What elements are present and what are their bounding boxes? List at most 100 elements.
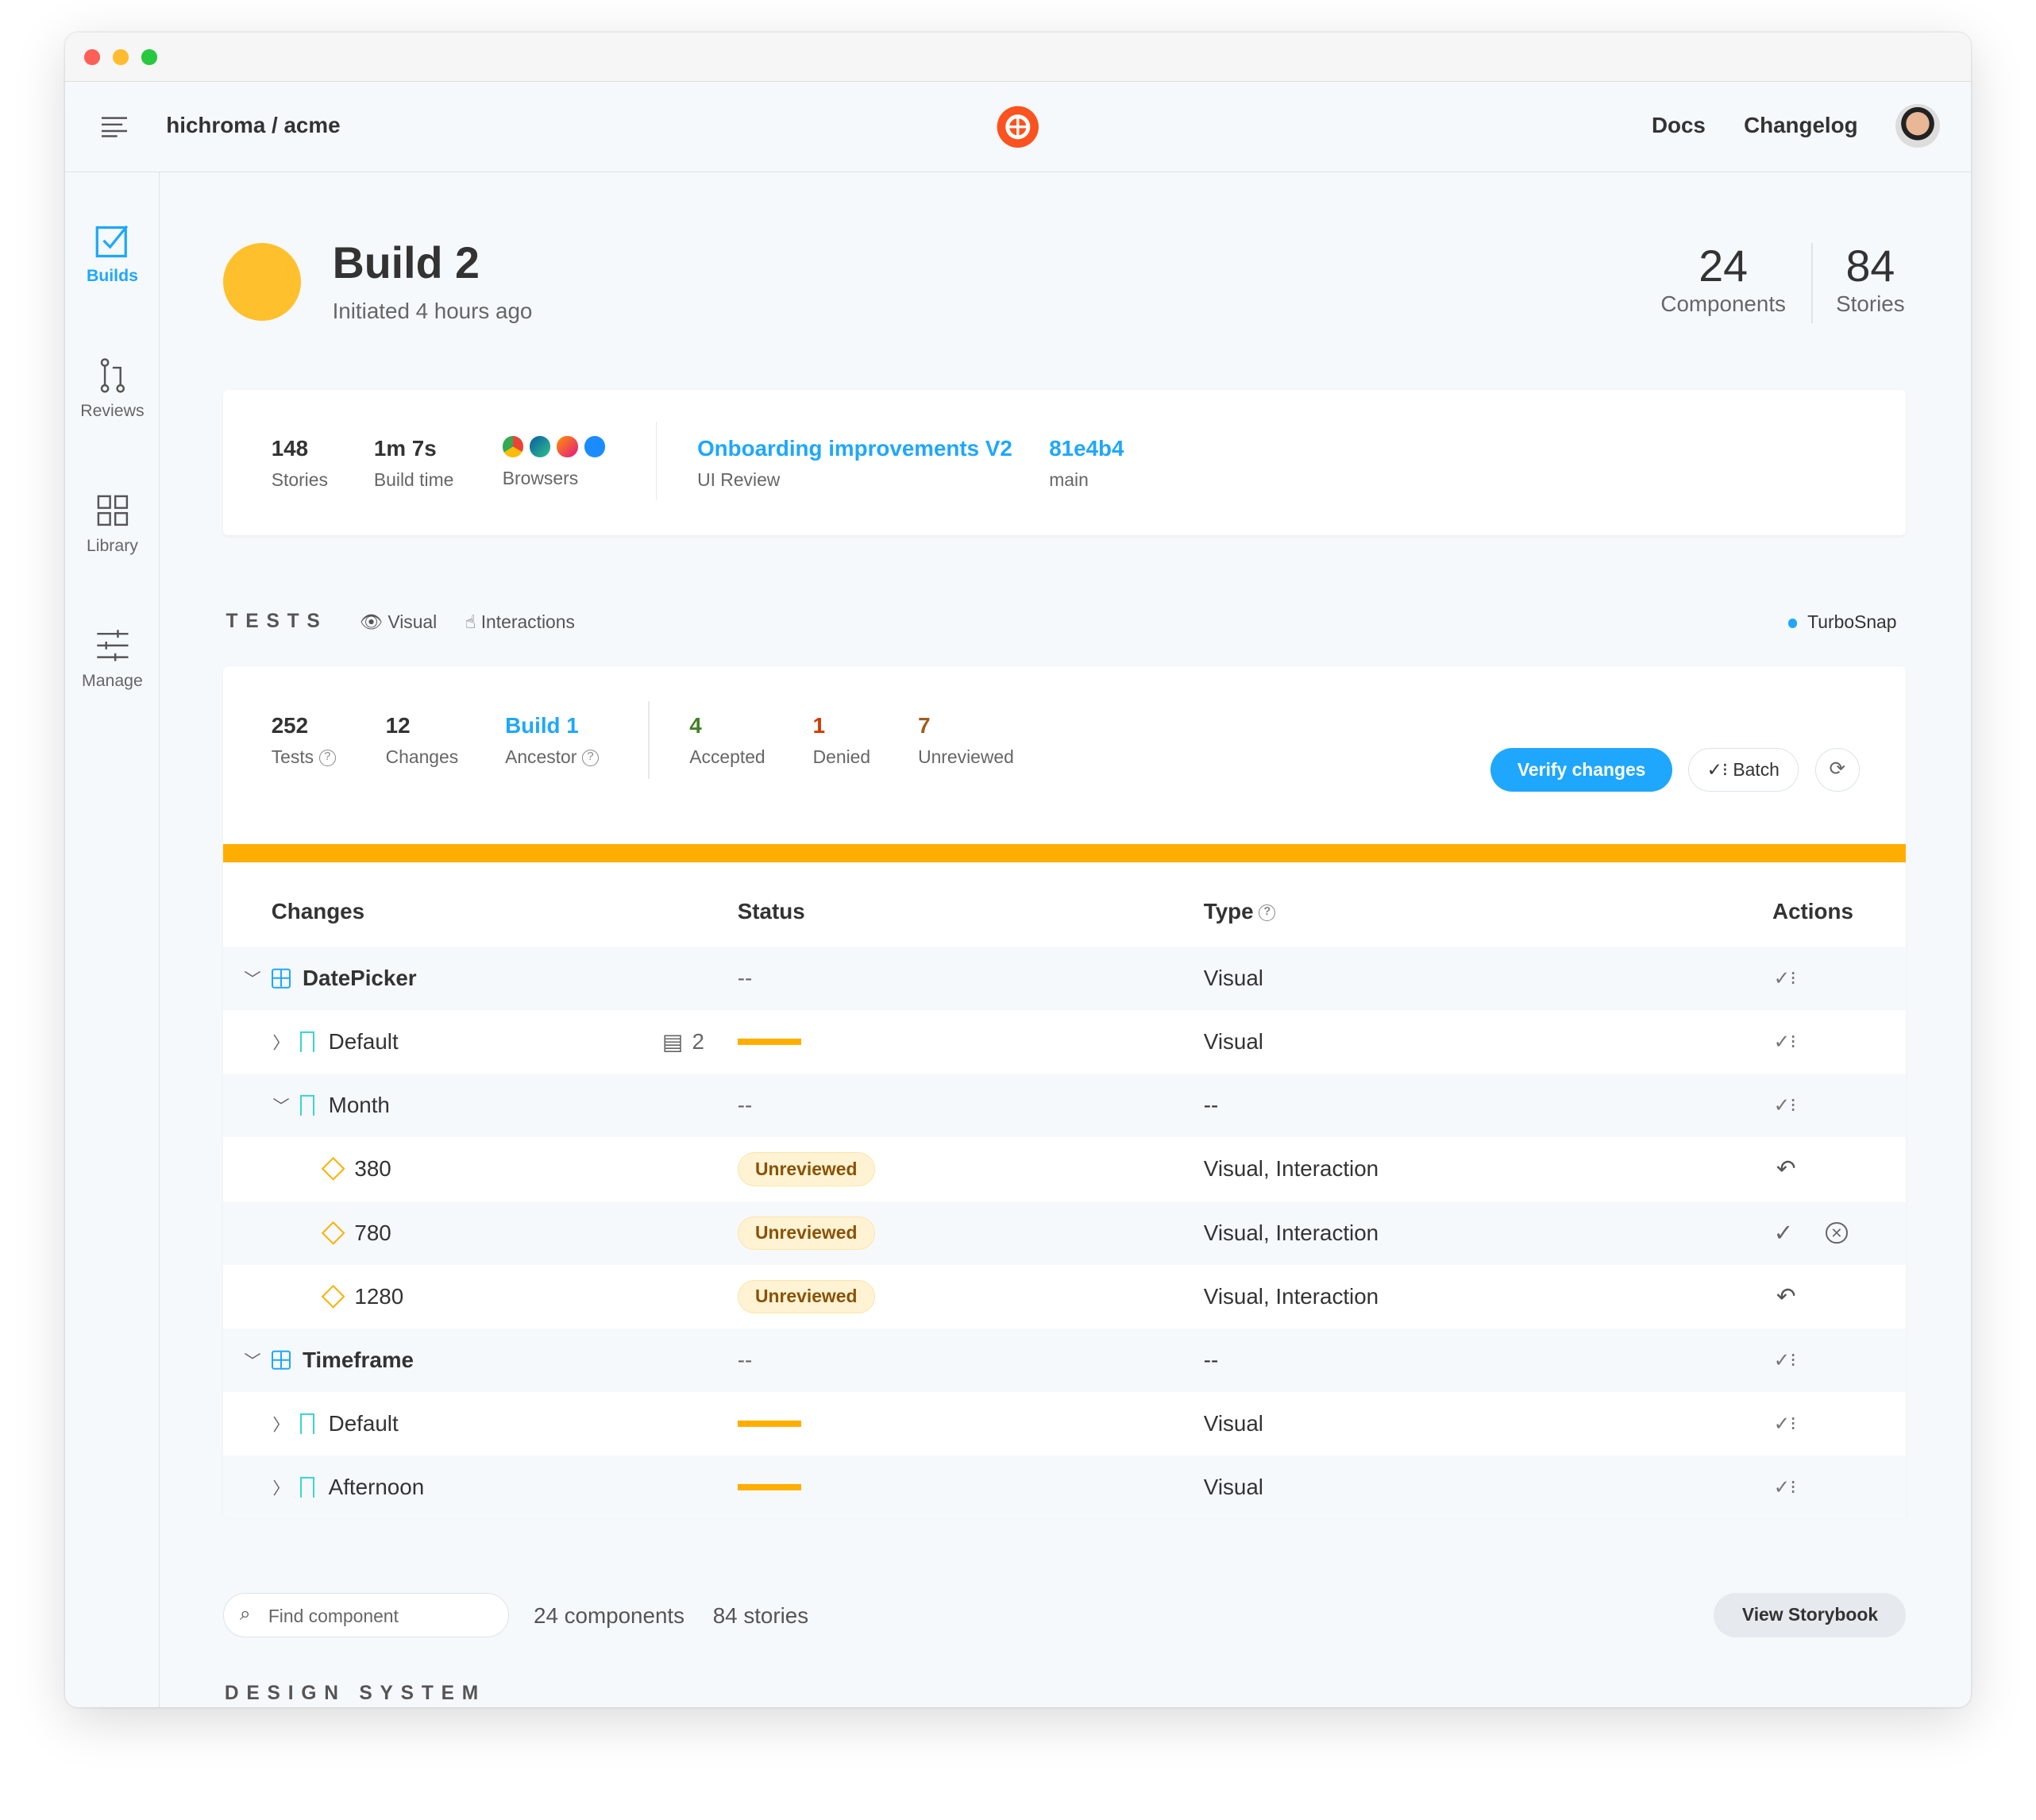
table-row[interactable]: 1280 Unreviewed Visual, Interaction ↶ bbox=[223, 1265, 1906, 1328]
help-icon[interactable]: ? bbox=[318, 749, 336, 767]
components-number: 24 bbox=[1699, 241, 1749, 291]
close-window-button[interactable] bbox=[84, 49, 100, 65]
stat-denied: 1 Denied bbox=[813, 713, 871, 768]
ancestor-build-link[interactable]: Build 1 bbox=[505, 712, 579, 738]
sliders-icon bbox=[96, 630, 129, 661]
components-count: 24 Components bbox=[1660, 241, 1786, 317]
sidebar-item-library[interactable]: Library bbox=[65, 492, 160, 557]
stat-unreviewed: 7 Unreviewed bbox=[918, 713, 1014, 768]
table-row[interactable]: 〉 Default ▤ 2 Visual ✓⁝ bbox=[223, 1010, 1906, 1074]
row-name: 780 bbox=[354, 1220, 391, 1245]
build-status-indicator bbox=[223, 242, 302, 321]
undo-icon[interactable]: ↶ bbox=[1776, 1155, 1796, 1182]
row-name: DatePicker bbox=[302, 966, 417, 991]
sidebar-item-builds[interactable]: Builds bbox=[65, 222, 160, 287]
branch-info: Onboarding improvements V2 UI Review bbox=[697, 436, 1012, 491]
type-text: Visual, Interaction bbox=[1203, 1156, 1379, 1182]
help-icon[interactable]: ? bbox=[581, 749, 600, 767]
stat-ancestor: Build 1 Ancestor? bbox=[505, 712, 600, 768]
pull-request-link[interactable]: Onboarding improvements V2 bbox=[697, 436, 1012, 461]
menu-icon[interactable] bbox=[101, 117, 128, 137]
chevron-down-icon[interactable]: ﹀ bbox=[244, 1352, 261, 1371]
docs-link[interactable]: Docs bbox=[1651, 113, 1706, 138]
column-header-type: Type bbox=[1203, 898, 1254, 923]
chevron-right-icon[interactable]: 〉 bbox=[272, 1479, 290, 1498]
components-total: 24 components bbox=[534, 1603, 685, 1629]
maximize-window-button[interactable] bbox=[141, 49, 157, 65]
chevron-down-icon[interactable]: ﹀ bbox=[272, 1097, 290, 1116]
changelog-link[interactable]: Changelog bbox=[1744, 113, 1858, 138]
sidebar-item-reviews[interactable]: Reviews bbox=[65, 357, 160, 422]
stat-tests: 252 Tests? bbox=[272, 713, 336, 768]
stat-label: Browsers bbox=[502, 467, 579, 488]
table-row[interactable]: ﹀ Month -- -- ✓⁝ bbox=[223, 1074, 1907, 1138]
org-breadcrumb[interactable]: hichroma / acme bbox=[166, 113, 341, 138]
row-name: Default bbox=[328, 1029, 399, 1055]
type-text: Visual bbox=[1203, 1029, 1263, 1055]
commit-link[interactable]: 81e4b4 bbox=[1049, 436, 1124, 461]
chevron-down-icon[interactable]: ﹀ bbox=[244, 970, 261, 989]
refresh-button[interactable]: ⟳ bbox=[1814, 747, 1860, 792]
sidebar-label: Reviews bbox=[80, 401, 145, 421]
batch-review-icon[interactable]: ✓⁝ bbox=[1773, 1477, 1796, 1499]
batch-button[interactable]: ✓⁝ Batch bbox=[1687, 747, 1799, 792]
edge-icon bbox=[530, 436, 551, 457]
filter-label: Interactions bbox=[480, 611, 575, 633]
chromatic-logo-icon[interactable] bbox=[996, 105, 1040, 149]
chevron-right-icon[interactable]: 〉 bbox=[272, 1033, 290, 1053]
user-avatar[interactable] bbox=[1895, 103, 1940, 148]
batch-review-icon[interactable]: ✓⁝ bbox=[1773, 1413, 1796, 1435]
table-row[interactable]: 〉 Default Visual ✓⁝ bbox=[223, 1392, 1906, 1456]
verify-changes-button[interactable]: Verify changes bbox=[1490, 747, 1673, 792]
type-text: Visual bbox=[1203, 966, 1263, 991]
firefox-icon bbox=[557, 436, 578, 457]
stat-label: Unreviewed bbox=[918, 746, 1014, 767]
stat-value: 148 bbox=[271, 436, 309, 461]
design-system-heading: DESIGN SYSTEM bbox=[224, 1683, 487, 1705]
status-change-bar bbox=[737, 1483, 801, 1491]
divider bbox=[655, 422, 657, 500]
safari-icon bbox=[584, 436, 605, 457]
stories-number: 84 bbox=[1845, 241, 1895, 291]
chevron-right-icon[interactable]: 〉 bbox=[272, 1415, 290, 1435]
batch-review-icon[interactable]: ✓⁝ bbox=[1773, 1095, 1796, 1117]
search-placeholder: Find component bbox=[268, 1606, 399, 1627]
stat-label: Build time bbox=[373, 469, 454, 491]
minimize-window-button[interactable] bbox=[113, 49, 129, 65]
find-component-input[interactable]: ⌕ Find component bbox=[223, 1593, 509, 1637]
accept-check-icon[interactable]: ✓ bbox=[1773, 1220, 1794, 1247]
table-row[interactable]: 380 Unreviewed Visual, Interaction ↶ bbox=[223, 1137, 1906, 1201]
stat-value: 1m 7s bbox=[373, 436, 437, 461]
filter-interactions[interactable]: ☝︎ Interactions bbox=[465, 611, 575, 633]
batch-review-icon[interactable]: ✓⁝ bbox=[1773, 1031, 1796, 1054]
refresh-icon: ⟳ bbox=[1829, 758, 1846, 780]
comment-icon[interactable]: ▤ bbox=[661, 1029, 684, 1055]
undo-icon[interactable]: ↶ bbox=[1776, 1283, 1796, 1310]
sidebar-item-manage[interactable]: Manage bbox=[65, 627, 160, 692]
status-badge: Unreviewed bbox=[737, 1216, 875, 1250]
help-icon[interactable]: ? bbox=[1259, 904, 1276, 921]
batch-review-icon[interactable]: ✓⁝ bbox=[1773, 968, 1796, 990]
row-name: 1280 bbox=[354, 1283, 404, 1309]
window-titlebar bbox=[64, 32, 1972, 82]
column-header-status: Status bbox=[737, 898, 805, 923]
components-label: Components bbox=[1660, 291, 1786, 316]
table-row[interactable]: ﹀ DatePicker -- Visual ✓⁝ bbox=[223, 947, 1907, 1011]
bookmark-icon bbox=[299, 1095, 314, 1116]
status-dot-icon bbox=[1787, 619, 1798, 628]
table-row[interactable]: ﹀ Timeframe -- -- ✓⁝ bbox=[223, 1328, 1907, 1392]
table-row[interactable]: 〉 Afternoon Visual ✓⁝ bbox=[223, 1456, 1907, 1520]
column-header-changes: Changes bbox=[271, 898, 365, 923]
type-text: -- bbox=[1203, 1347, 1219, 1372]
stat-browsers: Browsers bbox=[502, 436, 605, 488]
stat-label: Changes bbox=[385, 746, 459, 767]
stat-label: Ancestor bbox=[505, 746, 577, 767]
browser-window: hichroma / acme Docs Changelog Builds Re… bbox=[64, 32, 1972, 1708]
filter-visual[interactable]: 👁︎ Visual bbox=[360, 611, 437, 633]
batch-review-icon[interactable]: ✓⁝ bbox=[1773, 1349, 1796, 1371]
deny-x-icon[interactable]: ✕ bbox=[1826, 1221, 1848, 1244]
view-storybook-button[interactable]: View Storybook bbox=[1714, 1593, 1907, 1637]
stat-accepted: 4 Accepted bbox=[689, 713, 765, 768]
table-row[interactable]: 780 Unreviewed Visual, Interaction ✓ ✕ bbox=[223, 1201, 1907, 1265]
